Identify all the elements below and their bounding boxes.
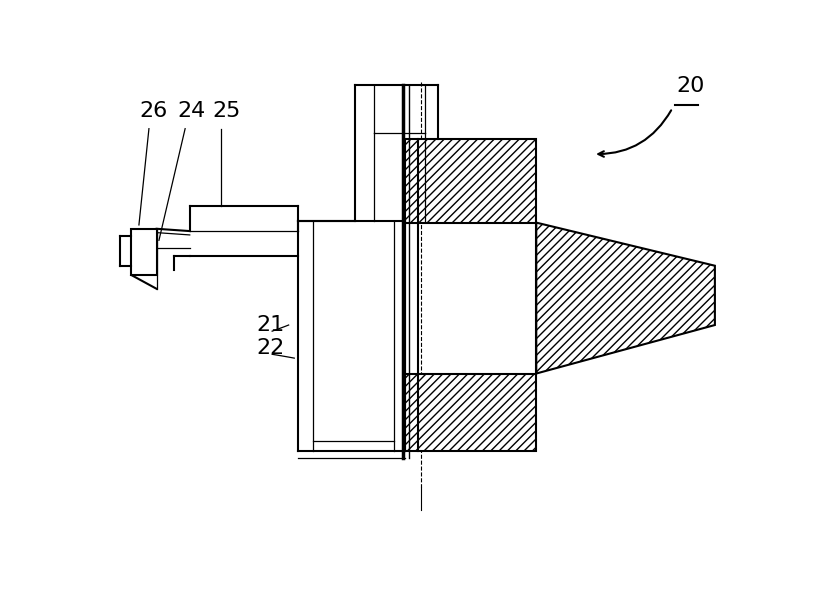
Polygon shape: [536, 223, 715, 374]
Text: 26: 26: [139, 101, 167, 121]
Polygon shape: [405, 374, 536, 450]
Text: 20: 20: [676, 76, 705, 96]
Text: 25: 25: [213, 101, 242, 121]
Polygon shape: [405, 139, 536, 223]
Bar: [131, 229, 156, 275]
Text: 22: 22: [257, 338, 285, 358]
Text: 24: 24: [177, 101, 206, 121]
Text: 21: 21: [257, 315, 285, 335]
